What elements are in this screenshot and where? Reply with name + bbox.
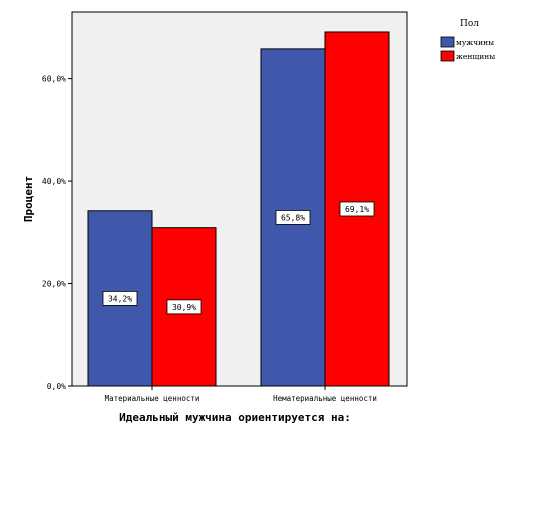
data-label-box <box>102 290 138 306</box>
x-axis-title: Идеальный мужчина ориентируется на: <box>119 411 351 424</box>
y-tick-label: 0,0% <box>47 382 66 391</box>
legend-swatch-мужчины <box>440 36 455 48</box>
y-tick-label: 60,0% <box>42 75 66 84</box>
x-category-label: Материальные ценности <box>105 394 200 403</box>
legend-swatch-женщины <box>440 50 455 62</box>
y-tick-label: 20,0% <box>42 280 66 289</box>
data-label: 30,9% <box>172 303 196 312</box>
data-label-box <box>275 210 311 225</box>
y-tick-label: 40,0% <box>42 177 66 186</box>
data-label: 69,1% <box>345 205 369 214</box>
legend-title: Пол <box>460 19 479 29</box>
legend: Пол мужчины женщины <box>440 19 495 62</box>
y-axis-title: Процент <box>22 176 35 222</box>
data-label-box <box>339 201 375 217</box>
legend-label: женщины <box>456 52 495 61</box>
x-category-label: Нематериальные ценности <box>273 394 377 403</box>
legend-label: мужчины <box>456 38 494 47</box>
data-label: 34,2% <box>108 294 132 303</box>
data-label: 65,8% <box>281 213 305 222</box>
data-label-box <box>166 299 202 315</box>
